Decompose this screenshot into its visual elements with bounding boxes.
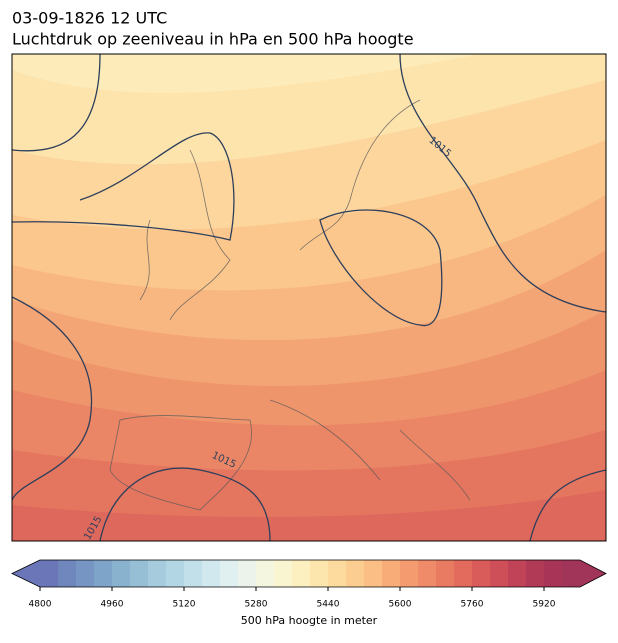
colorbar-segment — [148, 560, 167, 587]
colorbar-segment — [256, 560, 275, 587]
colorbar-segment — [562, 560, 581, 587]
coastline — [109, 99, 471, 511]
colorbar-segment — [508, 560, 527, 587]
colorbar-segment — [166, 560, 185, 587]
colorbar-segment — [364, 560, 383, 587]
colorbar-tick-label: 4800 — [29, 600, 52, 610]
colorbar-tick-label: 5120 — [173, 600, 196, 610]
colorbar-tick-label: 5920 — [533, 600, 556, 610]
colorbar-tick-label: 4960 — [101, 600, 124, 610]
colorbar-tick-label: 5440 — [317, 600, 340, 610]
colorbar-segment — [454, 560, 473, 587]
colorbar-segment — [40, 560, 59, 587]
colorbar-tick-label: 5760 — [461, 600, 484, 610]
colorbar-segment — [292, 560, 311, 587]
colorbar-segment — [310, 560, 329, 587]
colorbar-segment — [490, 560, 509, 587]
map-frame — [11, 53, 607, 542]
colorbar-segment — [238, 560, 257, 587]
colorbar-extend — [12, 560, 40, 587]
colorbar-frame — [11, 559, 607, 588]
colorbar-segment — [526, 560, 545, 587]
colorbar-segment — [472, 560, 491, 587]
colorbar-segment — [328, 560, 347, 587]
colorbar-segment — [220, 560, 239, 587]
isobar — [12, 54, 606, 541]
colorbar-segment — [400, 560, 419, 587]
subtitle: Luchtdruk op zeeniveau in hPa en 500 hPa… — [12, 30, 414, 49]
colorbar-segment — [58, 560, 77, 587]
colorbar-segment — [76, 560, 95, 587]
colorbar-extend — [580, 560, 606, 587]
band — [12, 490, 606, 541]
colorbar-tick-label: 5600 — [389, 600, 412, 610]
colorbar-segment — [346, 560, 365, 587]
colorbar-segment — [130, 560, 149, 587]
colorbar-segment — [184, 560, 203, 587]
colorbar: 4800 4960 5120 5280 5440 5600 5760 5920 — [11, 559, 607, 610]
map: 1015 1015 1015 — [11, 53, 607, 542]
colorbar-segment — [382, 560, 401, 587]
colorbar-segment — [544, 560, 563, 587]
title: 03-09-1826 12 UTC — [12, 9, 167, 28]
colorbar-segment — [112, 560, 131, 587]
colorbar-segment — [418, 560, 437, 587]
colorbar-segment — [202, 560, 221, 587]
colorbar-label: 500 hPa hoogte in meter — [241, 614, 378, 627]
colorbar-tick-label: 5280 — [245, 600, 268, 610]
colorbar-segment — [436, 560, 455, 587]
colorbar-segment — [94, 560, 113, 587]
colorbar-segment — [274, 560, 293, 587]
